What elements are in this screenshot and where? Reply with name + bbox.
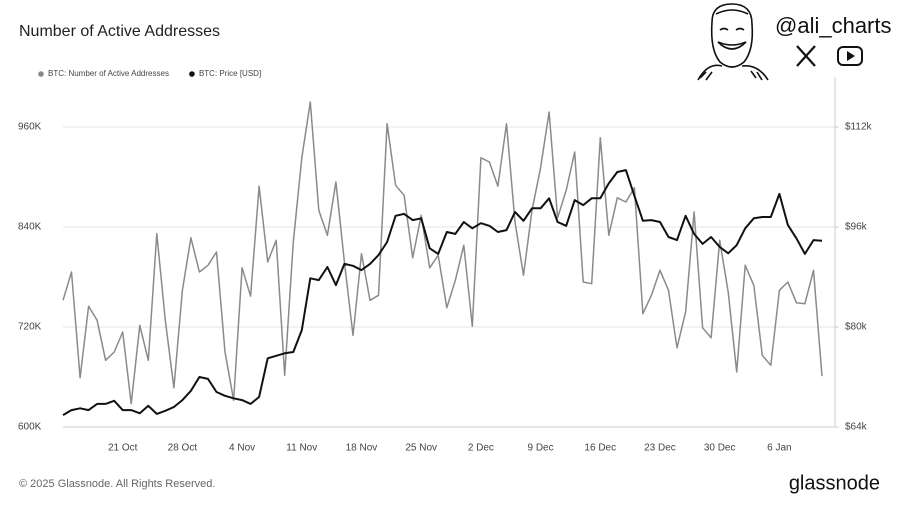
handle: @ali_charts xyxy=(775,13,892,38)
legend-marker xyxy=(38,71,44,77)
x-tick-label: 4 Nov xyxy=(229,443,255,454)
y2-tick-label: $96k xyxy=(845,222,868,233)
chart-title: Number of Active Addresses xyxy=(19,23,220,40)
y-tick-label: 600K xyxy=(18,422,42,433)
y-tick-label: 720K xyxy=(18,322,42,333)
x-icon[interactable] xyxy=(796,45,816,67)
legend-label: BTC: Price [USD] xyxy=(199,69,261,78)
x-tick-label: 21 Oct xyxy=(108,443,138,454)
youtube-icon[interactable] xyxy=(837,46,863,66)
x-tick-label: 25 Nov xyxy=(405,443,437,454)
x-tick-label: 18 Nov xyxy=(346,443,378,454)
x-tick-label: 11 Nov xyxy=(286,443,317,454)
y2-tick-label: $112k xyxy=(845,122,873,133)
y-tick-label: 840K xyxy=(18,222,42,233)
avatar xyxy=(697,3,769,81)
x-tick-label: 16 Dec xyxy=(584,443,616,454)
copyright: © 2025 Glassnode. All Rights Reserved. xyxy=(19,478,215,490)
x-tick-label: 28 Oct xyxy=(168,443,198,454)
x-tick-label: 30 Dec xyxy=(704,443,736,454)
y-tick-label: 960K xyxy=(18,122,42,133)
series-line xyxy=(62,101,823,405)
y2-tick-label: $80k xyxy=(845,322,868,333)
y2-tick-label: $64k xyxy=(845,422,868,433)
x-tick-label: 2 Dec xyxy=(468,443,494,454)
legend-marker xyxy=(189,71,195,77)
brand: glassnode xyxy=(789,472,880,494)
series-line xyxy=(62,169,823,416)
x-tick-label: 6 Jan xyxy=(767,443,791,454)
x-tick-label: 9 Dec xyxy=(528,443,554,454)
x-tick-label: 23 Dec xyxy=(644,443,676,454)
legend-label: BTC: Number of Active Addresses xyxy=(48,69,169,78)
